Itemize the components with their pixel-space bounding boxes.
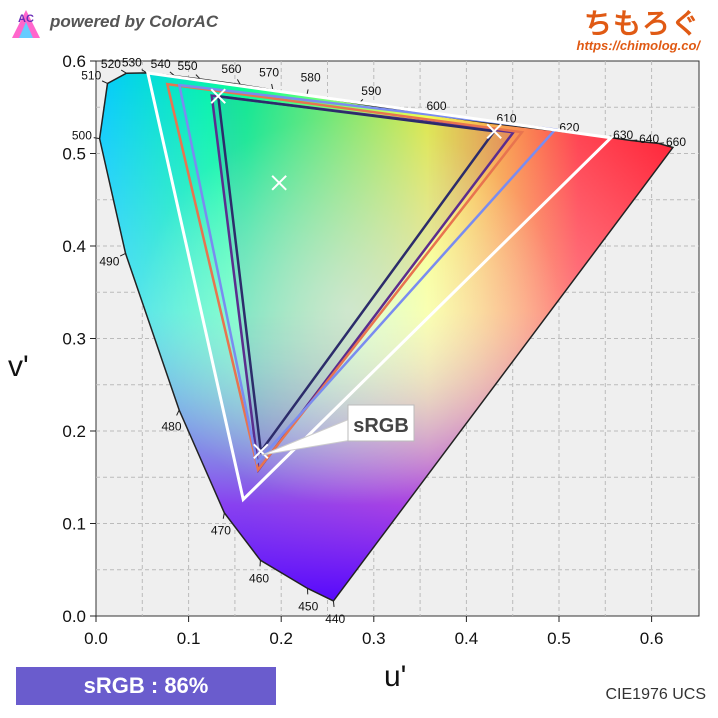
wavelength-label: 510 (81, 69, 101, 83)
color-space-label: CIE1976 UCS (605, 686, 707, 703)
gamut-triangles (145, 71, 615, 503)
wavelength-label: 490 (99, 254, 119, 268)
coverage-badge: sRGB : 86% (16, 667, 276, 705)
gamut-triangle-2 (177, 83, 558, 466)
y-tick-label: 0.1 (62, 515, 86, 534)
x-tick-label: 0.3 (362, 629, 386, 648)
y-axis-title: v' (8, 350, 29, 383)
x-tick-label: 0.2 (269, 629, 293, 648)
wavelength-label: 630 (613, 128, 633, 142)
svg-text:AC: AC (18, 13, 34, 25)
wavelength-label: 500 (72, 129, 92, 143)
wavelength-label: 450 (298, 599, 318, 613)
brand-url[interactable]: https://chimolog.co/ (576, 38, 701, 53)
y-tick-label: 0.4 (62, 237, 86, 256)
wavelength-label: 540 (151, 57, 171, 71)
wavelength-tick (195, 74, 201, 80)
y-tick-label: 0.6 (62, 52, 86, 71)
x-tick-label: 0.4 (455, 629, 479, 648)
gamut-triangle-1 (165, 82, 525, 473)
wavelength-label: 470 (211, 524, 231, 538)
wavelength-tick (332, 600, 335, 607)
marker-x-stroke (210, 88, 226, 104)
axis-ticks: 0.0 0.1 0.2 0.3 0.4 0.5 0.6 0.0 0.1 0.2 0.3 0.4 0.5 0… (62, 52, 663, 648)
wavelength-label: 590 (361, 84, 381, 98)
brand-block: ちもろぐ https://chimolog.co/ (577, 2, 701, 53)
y-tick-label: 0.0 (62, 607, 86, 626)
wavelength-label: 530 (122, 56, 142, 70)
wavelength-label: 580 (301, 71, 321, 85)
srgb-annotation: sRGB (261, 404, 415, 456)
wavelength-tick (141, 69, 147, 74)
wavelength-tick (93, 137, 100, 140)
y-tick-label: 0.2 (62, 422, 86, 441)
y-tick-label: 0.3 (62, 330, 86, 349)
white-point-markers (210, 88, 502, 460)
wavelength-label: 560 (221, 62, 241, 76)
wavelength-tick (120, 69, 127, 74)
x-tick-label: 0.6 (640, 629, 664, 648)
wavelength-tick (169, 71, 175, 77)
wavelength-label: 520 (101, 57, 121, 71)
wavelength-label: 570 (259, 65, 279, 79)
wavelength-label: 600 (426, 99, 446, 113)
x-axis-title: u' (384, 660, 407, 693)
wavelength-label: 480 (162, 419, 182, 433)
marker-x-stroke (271, 175, 287, 191)
wavelength-label: 550 (178, 59, 198, 73)
brand-name: ちもろぐ (583, 8, 700, 39)
marker-x-stroke (486, 123, 502, 140)
wavelength-label: 640 (639, 132, 659, 146)
wavelength-tick (222, 512, 225, 519)
y-tick-label: 0.5 (62, 145, 86, 164)
wavelength-tick (236, 79, 241, 85)
gamut-triangle-3 (145, 71, 615, 503)
gamut-triangle-4 (216, 94, 497, 455)
x-tick-label: 0.1 (177, 629, 201, 648)
wavelength-tick (176, 409, 180, 416)
callout-box (347, 404, 415, 442)
powered-by-label: powered by ColorAC (50, 12, 219, 31)
wavelength-label: 460 (249, 571, 269, 585)
wavelength-tick (101, 80, 108, 84)
colorac-logo: AC (10, 8, 42, 40)
wavelength-label: 440 (325, 612, 345, 626)
wavelength-label: 660 (666, 135, 686, 149)
x-tick-label: 0.0 (84, 629, 108, 648)
marker-x-stroke (253, 443, 269, 460)
wavelength-tick (119, 252, 126, 257)
x-tick-label: 0.5 (547, 629, 571, 648)
wavelength-tick (631, 139, 638, 142)
callout-label: sRGB (353, 415, 409, 437)
wavelength-tick (271, 83, 274, 90)
